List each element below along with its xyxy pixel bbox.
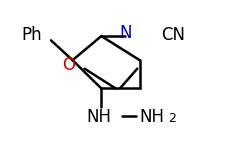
Text: Ph: Ph <box>21 26 42 44</box>
Text: NH: NH <box>139 108 164 126</box>
Text: N: N <box>119 24 132 42</box>
Text: NH: NH <box>87 108 111 126</box>
Text: CN: CN <box>161 26 185 44</box>
Text: O: O <box>62 56 75 74</box>
Text: 2: 2 <box>168 112 176 125</box>
